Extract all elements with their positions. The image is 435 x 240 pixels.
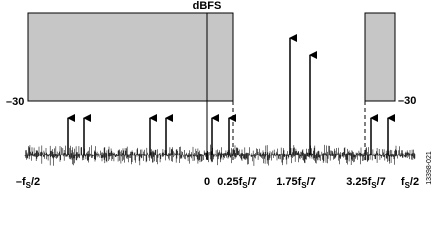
x-label-part: S <box>301 181 307 190</box>
x-labels: –fS/2 0 0.25fS/7 1.75fS/7 3.25fS/7 fS/2 <box>16 176 419 190</box>
x-label-part: /7 <box>377 176 386 188</box>
x-label: fS/2 <box>401 176 419 190</box>
x-label: 0.25fS/7 <box>217 176 257 190</box>
x-label-part: /2 <box>410 176 419 188</box>
level-label: –30 <box>6 96 24 108</box>
x-label-part: S <box>242 181 248 190</box>
x-label: 1.75fS/7 <box>276 176 316 190</box>
x-label-part: 0.25f <box>217 176 242 188</box>
x-label-part: /7 <box>248 176 257 188</box>
spectrum-diagram: dBFS –30 –30 –fS/2 0 0.25fS/7 1.75fS/7 3.25f… <box>6 0 433 190</box>
x-label-part: /2 <box>31 176 40 188</box>
x-label-part: S <box>26 181 32 190</box>
tones <box>67 34 395 155</box>
x-label: 3.25fS/7 <box>346 176 386 190</box>
x-label-part: /7 <box>307 176 316 188</box>
stop-band-left <box>27 12 234 102</box>
stop-band-right <box>364 12 396 102</box>
x-label-part: S <box>371 181 377 190</box>
x-label: 0 <box>204 176 210 188</box>
x-label-part: –f <box>16 176 26 188</box>
axis-label: dBFS <box>193 0 222 12</box>
figure-id: 13398-021 <box>426 151 433 185</box>
x-label-part: 0 <box>204 176 210 188</box>
x-label-part: S <box>405 181 411 190</box>
level-label: –30 <box>398 95 416 107</box>
x-label-part: f <box>401 176 405 188</box>
x-label-part: 3.25f <box>346 176 371 188</box>
x-label-part: 1.75f <box>276 176 301 188</box>
x-label: –fS/2 <box>16 176 40 190</box>
